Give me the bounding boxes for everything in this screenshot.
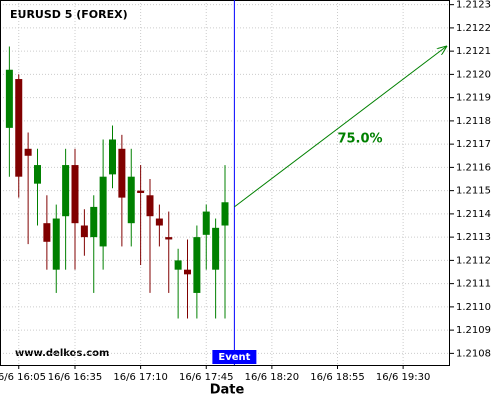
chart-title: EURUSD 5 (FOREX) — [10, 8, 128, 21]
plot-border — [0, 0, 450, 366]
candle-body — [127, 176, 135, 224]
y-tick-label: 1.2113 — [456, 232, 491, 243]
x-tick-label: 16/6 18:20 — [245, 372, 299, 383]
x-tick-label: 16/6 17:45 — [179, 372, 233, 383]
y-tick-label: 1.2111 — [456, 279, 491, 290]
y-tick-label: 1.2121 — [456, 46, 491, 57]
x-tick-label: 16/6 18:55 — [310, 372, 364, 383]
candle-body — [109, 139, 116, 175]
y-tick-label: 1.2117 — [456, 139, 491, 150]
forecast-label: 75.0% — [337, 132, 382, 147]
candle-body — [15, 79, 23, 177]
candle-body — [221, 202, 229, 226]
candle-body — [43, 223, 51, 242]
x-tick-label: 16/6 19:30 — [376, 372, 430, 383]
candle-body — [99, 176, 107, 247]
candle-body — [146, 195, 154, 217]
y-tick-label: 1.2119 — [456, 93, 491, 104]
candle-body — [34, 165, 41, 184]
x-tick-label: 16/6 17:10 — [113, 372, 167, 383]
candle-body — [174, 260, 182, 270]
y-tick-label: 1.2112 — [456, 255, 491, 266]
candle-body — [202, 211, 210, 235]
candle-body — [137, 190, 145, 193]
candle-body — [71, 165, 79, 224]
y-tick-label: 1.2115 — [456, 186, 491, 197]
candle-body — [165, 237, 173, 240]
candle-body — [184, 269, 191, 275]
y-tick-label: 1.2122 — [456, 23, 491, 34]
candle-body — [5, 69, 13, 128]
event-label: Event — [218, 352, 250, 363]
candle-body — [155, 218, 163, 226]
y-tick-label: 1.2108 — [456, 348, 491, 359]
x-tick-label: 16/6 16:35 — [48, 372, 102, 383]
y-tick-label: 1.2118 — [456, 116, 491, 127]
candle-body — [212, 227, 220, 270]
y-tick-label: 1.2114 — [456, 209, 491, 220]
candle-body — [80, 225, 88, 238]
x-tick-label: 16/6 16:05 — [0, 372, 46, 383]
candle-body — [62, 165, 70, 217]
y-tick-label: 1.2116 — [456, 162, 491, 173]
y-tick-label: 1.2120 — [456, 69, 491, 80]
watermark: www.delkos.com — [15, 348, 109, 359]
y-tick-label: 1.2123 — [456, 0, 491, 11]
candle-body — [118, 148, 126, 198]
candle-body — [24, 148, 32, 156]
y-tick-label: 1.2109 — [456, 325, 491, 336]
event-box — [212, 350, 257, 364]
forecast-arrow — [234, 46, 446, 208]
candle-body — [90, 206, 98, 238]
candle-body — [193, 237, 201, 293]
y-tick-label: 1.2110 — [456, 302, 491, 313]
candle-body — [52, 218, 60, 270]
x-axis-label: Date — [210, 383, 245, 398]
